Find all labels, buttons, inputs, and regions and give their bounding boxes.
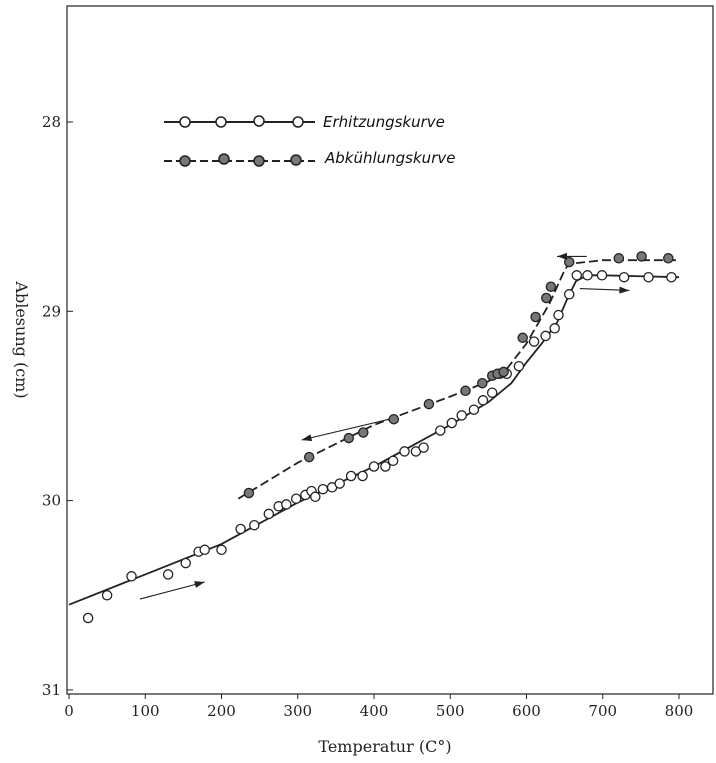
- x-tick-label: 0: [64, 702, 74, 720]
- erhitzung-point: [127, 572, 136, 581]
- erhitzung-point: [436, 426, 445, 435]
- erhitzung-point: [419, 443, 428, 452]
- x-tick-label: 100: [131, 702, 160, 720]
- x-tick-label: 300: [283, 702, 312, 720]
- erhitzung-point: [181, 559, 190, 568]
- erhitzung-point: [347, 471, 356, 480]
- erhitzung-point: [84, 613, 93, 622]
- erhitzung-point: [400, 447, 409, 456]
- legend-label-abkuehlung: Abkühlungskurve: [324, 149, 455, 167]
- erhitzung-point: [554, 311, 563, 320]
- erhitzung-point: [311, 492, 320, 501]
- axis-ticks: 0 100 200 300 400 500 600 700 800 28 29 30 31: [42, 113, 693, 720]
- x-tick-label: 500: [436, 702, 465, 720]
- erhitzung-point: [200, 545, 209, 554]
- plot-frame: [67, 6, 713, 694]
- erhitzung-point: [282, 500, 291, 509]
- legend-marker: [219, 154, 229, 164]
- abkuehlung-point: [461, 386, 470, 395]
- abkuehlung-point: [531, 312, 540, 321]
- legend-marker: [180, 156, 190, 166]
- x-tick-label: 800: [665, 702, 694, 720]
- abkuehlung-point: [359, 428, 368, 437]
- abkuehlung-point: [424, 400, 433, 409]
- erhitzung-point: [447, 418, 456, 427]
- abkuehlung-point: [664, 254, 673, 263]
- series-curves: [69, 260, 679, 605]
- erhitzung-point: [550, 324, 559, 333]
- y-axis-label: Ablesung (cm): [12, 280, 31, 398]
- x-tick-label: 600: [512, 702, 541, 720]
- legend-marker: [216, 117, 226, 127]
- x-tick-label: 400: [360, 702, 389, 720]
- erhitzung-point: [530, 337, 539, 346]
- erhitzung-point: [292, 494, 301, 503]
- erhitzung-point: [541, 331, 550, 340]
- y-tick-label: 31: [42, 681, 61, 699]
- erhitzung-point: [644, 273, 653, 282]
- arrow-right: [580, 287, 630, 294]
- erhitzung-point: [597, 271, 606, 280]
- abkuehlung-point: [546, 282, 555, 291]
- erhitzung-point: [103, 591, 112, 600]
- erhitzung-point: [583, 271, 592, 280]
- legend-marker: [291, 155, 301, 165]
- erhitzung-point: [667, 273, 676, 282]
- arrow-right: [140, 581, 205, 599]
- abkuehlung-point: [478, 379, 487, 388]
- erhitzung-point: [335, 479, 344, 488]
- abkuehlung-point: [305, 453, 314, 462]
- erhitzung-point: [389, 456, 398, 465]
- legend-marker: [180, 117, 190, 127]
- x-tick-label: 200: [207, 702, 236, 720]
- erhitzung-point: [572, 271, 581, 280]
- x-tick-label: 700: [588, 702, 617, 720]
- abkuehlung-point: [499, 367, 508, 376]
- abkuehlung-point: [244, 488, 253, 497]
- erhitzung-point: [250, 521, 259, 530]
- legend-label-erhitzung: Erhitzungskurve: [323, 113, 445, 131]
- abkuehlung-point: [614, 254, 623, 263]
- erhitzung-curve: [69, 275, 679, 604]
- erhitzung-point: [369, 462, 378, 471]
- erhitzung-point: [514, 362, 523, 371]
- erhitzung-point: [620, 273, 629, 282]
- y-tick-label: 28: [42, 113, 61, 131]
- legend-marker: [293, 117, 303, 127]
- erhitzung-point: [318, 485, 327, 494]
- erhitzung-point: [488, 388, 497, 397]
- abkuehlung-curve: [238, 260, 679, 499]
- erhitzung-point: [217, 545, 226, 554]
- erhitzung-point: [469, 405, 478, 414]
- erhitzung-point: [457, 411, 466, 420]
- erhitzung-point: [358, 471, 367, 480]
- erhitzung-point: [478, 396, 487, 405]
- abkuehlung-point: [389, 415, 398, 424]
- erhitzung-point: [565, 290, 574, 299]
- erhitzung-point: [236, 524, 245, 533]
- legend: Erhitzungskurve Abkühlungskurve: [164, 113, 455, 167]
- erhitzung-point: [264, 509, 273, 518]
- abkuehlung-point: [637, 252, 646, 261]
- y-tick-label: 29: [42, 302, 61, 320]
- abkuehlung-point: [542, 293, 551, 302]
- abkuehlung-point: [518, 333, 527, 342]
- legend-marker: [254, 156, 264, 166]
- x-axis-label: Temperatur (C°): [318, 737, 451, 756]
- legend-marker: [254, 116, 264, 126]
- abkuehlung-point: [344, 434, 353, 443]
- data-points: [84, 252, 677, 623]
- y-tick-label: 30: [42, 492, 61, 510]
- erhitzung-point: [164, 570, 173, 579]
